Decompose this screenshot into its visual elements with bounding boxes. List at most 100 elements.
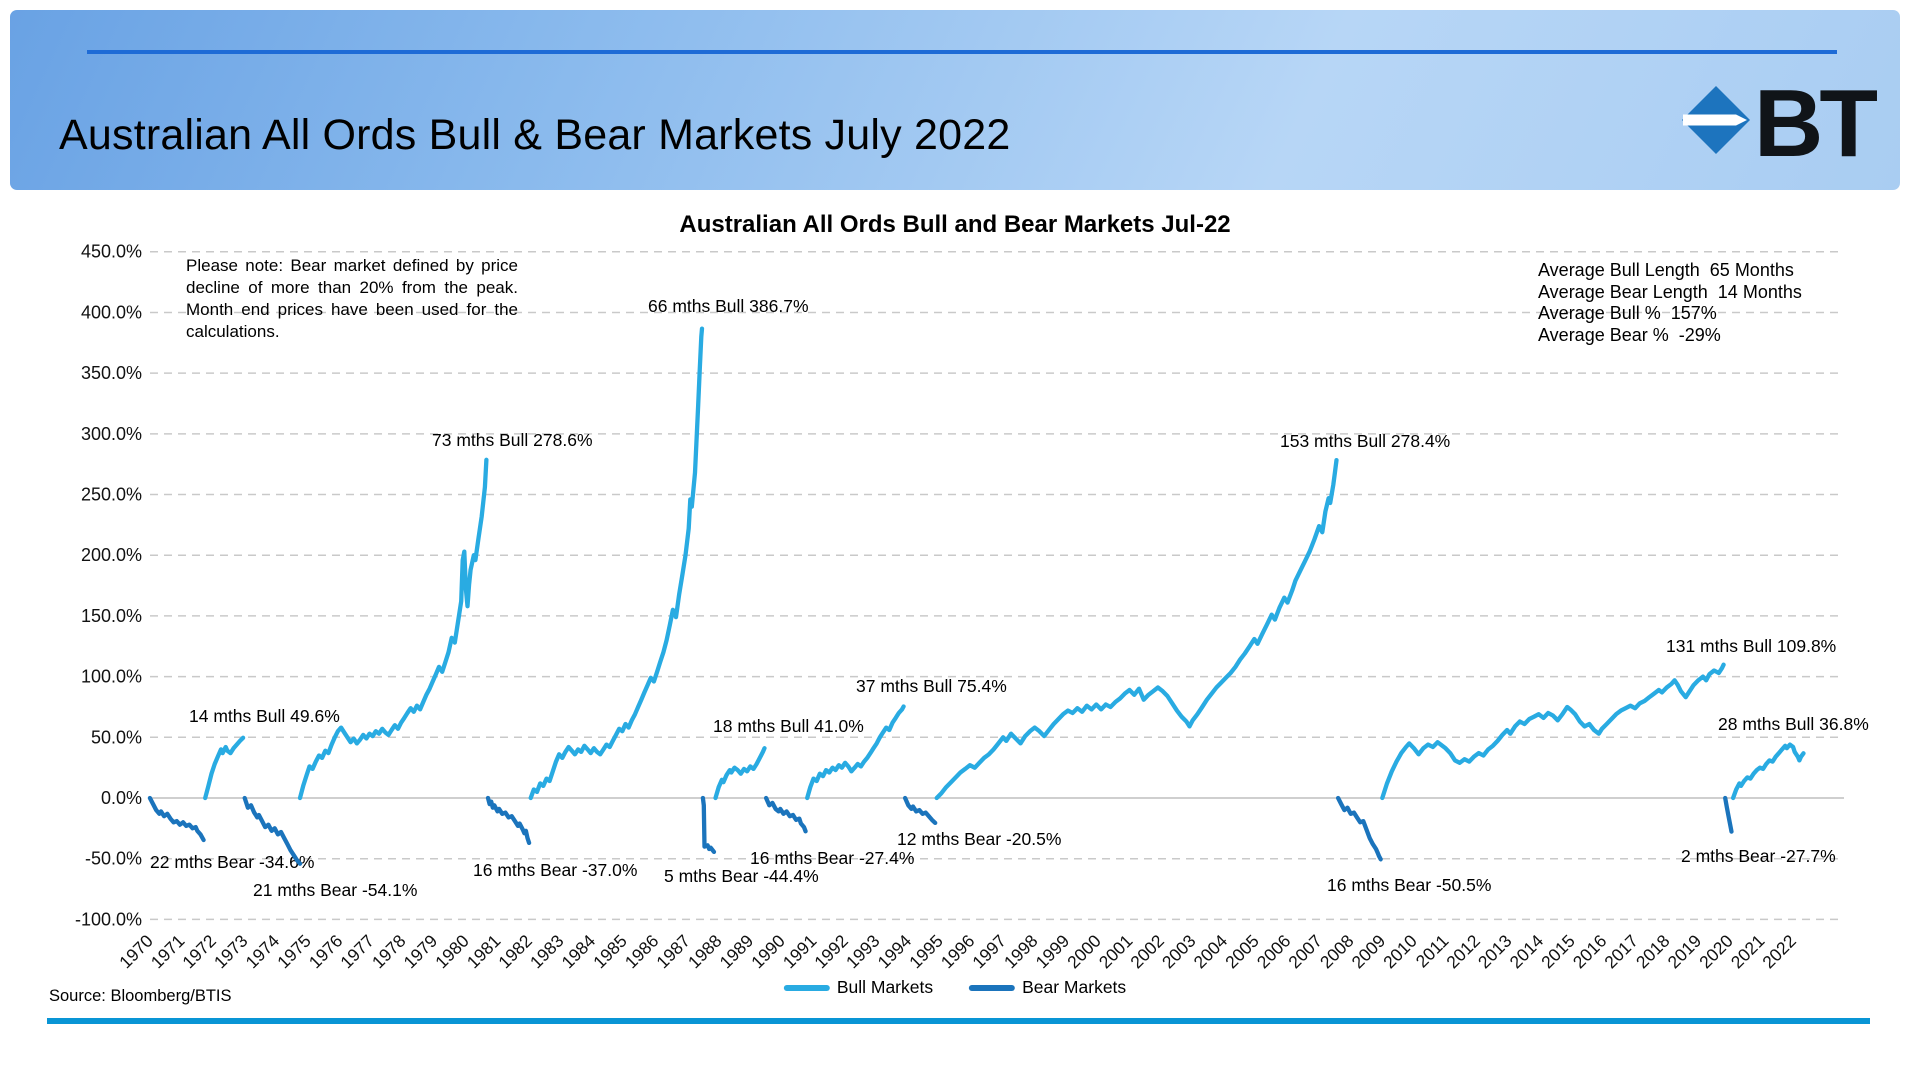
x-tick-label: 2007 bbox=[1284, 931, 1326, 973]
bull-segment-line bbox=[203, 735, 246, 801]
stat-average-bear-pct: Average Bear % -29% bbox=[1538, 324, 1721, 345]
segment-annotation: 21 mths Bear -54.1% bbox=[253, 880, 417, 900]
segment-annotation: 5 mths Bear -44.4% bbox=[664, 866, 819, 886]
x-tick-label: 2015 bbox=[1537, 931, 1579, 973]
x-tick-label: 1998 bbox=[1000, 931, 1042, 973]
y-tick-label: 100.0% bbox=[81, 667, 142, 687]
bear-segment-line bbox=[1723, 795, 1734, 834]
x-tick-label: 2009 bbox=[1348, 931, 1390, 973]
segment-annotation: 22 mths Bear -34.6% bbox=[150, 852, 314, 872]
chart-note: Please note: Bear market defined by pric… bbox=[186, 256, 518, 341]
footer-bar bbox=[47, 1018, 1870, 1024]
x-tick-label: 1982 bbox=[494, 931, 536, 973]
legend-item-bull: Bull Markets bbox=[783, 977, 934, 998]
x-tick-label: 1994 bbox=[874, 931, 916, 973]
bear-segment-line bbox=[147, 795, 206, 843]
y-tick-label: 150.0% bbox=[81, 606, 142, 626]
x-tick-label: 1989 bbox=[716, 931, 758, 973]
legend-label-bull: Bull Markets bbox=[836, 977, 934, 997]
x-tick-label: 1973 bbox=[210, 931, 252, 973]
bear-segment-line bbox=[700, 795, 717, 855]
segment-annotation: 16 mths Bear -37.0% bbox=[473, 860, 637, 880]
x-tick-label: 2008 bbox=[1316, 931, 1358, 973]
x-tick-label: 1975 bbox=[273, 931, 315, 973]
bear-line-swatch bbox=[969, 984, 1016, 991]
x-tick-label: 2000 bbox=[1063, 931, 1105, 973]
x-tick-label: 1979 bbox=[400, 931, 442, 973]
x-tick-label: 1997 bbox=[968, 931, 1010, 973]
x-tick-label: 2018 bbox=[1632, 931, 1674, 973]
segment-annotation: 16 mths Bear -50.5% bbox=[1327, 875, 1491, 895]
x-tick-label: 2016 bbox=[1569, 931, 1611, 973]
bt-diamond-icon bbox=[1682, 86, 1750, 154]
chart-stats: Average Bull Length 65 Months Average Be… bbox=[1538, 260, 1802, 346]
segment-annotation: 28 mths Bull 36.8% bbox=[1718, 714, 1869, 734]
bull-segment-line bbox=[713, 746, 767, 801]
x-tick-label: 1991 bbox=[779, 931, 821, 973]
x-tick-label: 2014 bbox=[1506, 931, 1548, 973]
bull-segment-line bbox=[1730, 742, 1806, 801]
x-tick-label: 2019 bbox=[1664, 931, 1706, 973]
x-tick-label: 2022 bbox=[1758, 931, 1800, 973]
y-tick-label: 300.0% bbox=[81, 424, 142, 444]
bull-segment-line bbox=[528, 326, 705, 801]
x-tick-label: 1995 bbox=[905, 931, 947, 973]
x-tick-label: 1993 bbox=[842, 931, 884, 973]
y-tick-label: -50.0% bbox=[85, 849, 142, 869]
x-tick-label: 1999 bbox=[1032, 931, 1074, 973]
bt-logo: BT bbox=[1682, 70, 1881, 176]
x-tick-label: 1971 bbox=[147, 931, 189, 973]
x-tick-label: 1996 bbox=[937, 931, 979, 973]
chart-legend: Bull Markets Bear Markets bbox=[783, 977, 1126, 998]
segment-annotation: 18 mths Bull 41.0% bbox=[713, 716, 864, 736]
x-tick-label: 1981 bbox=[463, 931, 505, 973]
x-tick-label: 1990 bbox=[747, 931, 789, 973]
x-tick-label: 1976 bbox=[305, 931, 347, 973]
segment-annotation: 37 mths Bull 75.4% bbox=[856, 676, 1007, 696]
x-tick-label: 2011 bbox=[1412, 931, 1453, 972]
bear-segment-line bbox=[1335, 795, 1383, 862]
x-tick-label: 2021 bbox=[1727, 931, 1769, 973]
x-tick-label: 2020 bbox=[1695, 931, 1737, 973]
bear-segment-line bbox=[242, 795, 303, 866]
bull-segment-line bbox=[805, 704, 906, 801]
x-tick-label: 2002 bbox=[1126, 931, 1168, 973]
x-tick-label: 1992 bbox=[810, 931, 852, 973]
source-note: Source: Bloomberg/BTIS bbox=[49, 987, 232, 1005]
x-tick-label: 2003 bbox=[1158, 931, 1200, 973]
bt-logo-text: BT bbox=[1754, 70, 1877, 176]
x-tick-label: 2017 bbox=[1600, 931, 1642, 973]
bear-segment-line bbox=[902, 795, 938, 826]
x-tick-label: 2005 bbox=[1221, 931, 1263, 973]
bear-segment-line bbox=[485, 795, 532, 846]
page-title: Australian All Ords Bull & Bear Markets … bbox=[59, 111, 1011, 159]
x-tick-label: 1972 bbox=[178, 931, 220, 973]
stat-average-bull-pct: Average Bull % 157% bbox=[1538, 303, 1717, 323]
x-tick-label: 1977 bbox=[336, 931, 378, 973]
bull-segment-line bbox=[1380, 662, 1726, 801]
x-tick-label: 2006 bbox=[1253, 931, 1295, 973]
x-tick-label: 1970 bbox=[115, 931, 157, 973]
stat-average-bull-length: Average Bull Length 65 Months bbox=[1538, 260, 1794, 280]
x-tick-label: 2012 bbox=[1442, 931, 1484, 973]
bull-line-swatch bbox=[783, 984, 830, 991]
x-tick-label: 2004 bbox=[1190, 931, 1232, 973]
segment-annotation: 153 mths Bull 278.4% bbox=[1280, 431, 1450, 451]
y-tick-label: 350.0% bbox=[81, 363, 142, 383]
stat-average-bear-length: Average Bear Length 14 Months bbox=[1538, 281, 1802, 302]
x-tick-label: 1974 bbox=[242, 931, 284, 973]
y-tick-label: 0.0% bbox=[101, 788, 142, 808]
x-tick-label: 1978 bbox=[368, 931, 410, 973]
chart-title: Australian All Ords Bull and Bear Market… bbox=[679, 211, 1231, 238]
x-tick-label: 1984 bbox=[558, 931, 600, 973]
segment-annotation: 12 mths Bear -20.5% bbox=[897, 829, 1061, 849]
x-tick-label: 2001 bbox=[1095, 931, 1137, 973]
header-divider-line bbox=[87, 50, 1837, 54]
y-tick-label: 450.0% bbox=[81, 242, 142, 262]
x-tick-label: 1985 bbox=[589, 931, 631, 973]
x-tick-label: 1988 bbox=[684, 931, 726, 973]
bear-segment-line bbox=[763, 795, 808, 834]
y-tick-label: 200.0% bbox=[81, 545, 142, 565]
